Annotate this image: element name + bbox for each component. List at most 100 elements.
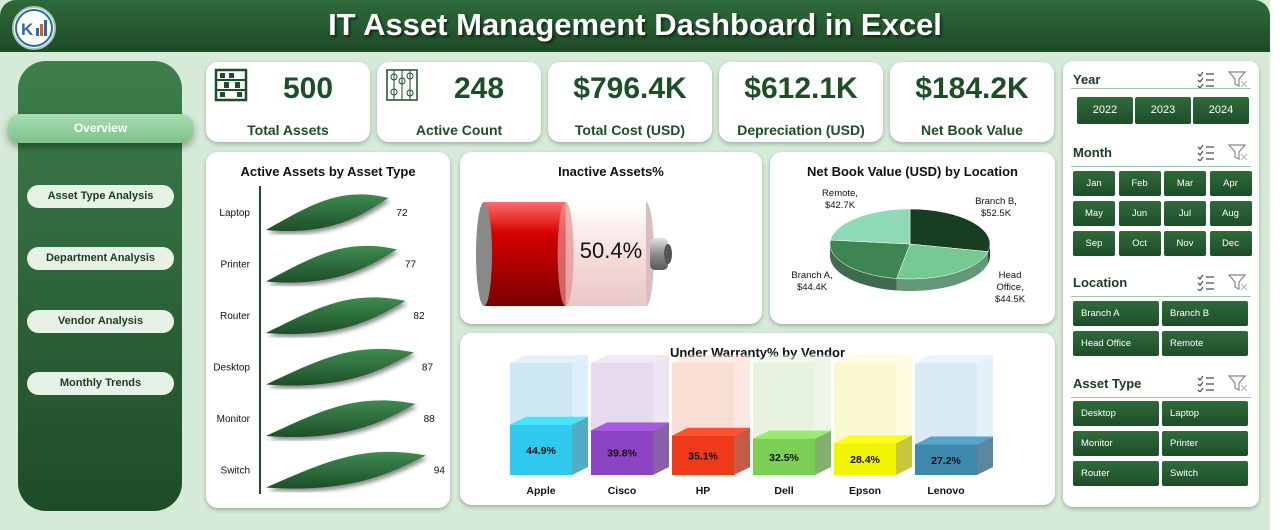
bar-desktop <box>266 348 414 386</box>
inactive-title: Inactive Assets% <box>558 164 664 179</box>
tick-label-cisco: Cisco <box>608 485 637 497</box>
battery-terminal <box>650 238 668 270</box>
active-by-type-title: Active Assets by Asset Type <box>240 164 416 179</box>
pie-slice-branch-b <box>909 208 991 252</box>
asset_type-option-printer[interactable]: Printer <box>1162 431 1248 456</box>
tick-label-hp: HP <box>696 485 711 497</box>
battery-terminal-tip <box>664 244 672 264</box>
asset_type-option-switch[interactable]: Switch <box>1162 461 1248 486</box>
svg-text:K: K <box>21 20 34 39</box>
glass-top-cisco <box>591 355 669 363</box>
bar-router <box>266 297 406 335</box>
bar-apple <box>510 424 572 475</box>
month-option-jun[interactable]: Jun <box>1118 201 1161 226</box>
nav-overview-button[interactable]: Overview <box>8 114 193 143</box>
kpi-total-assets-value: 500 <box>282 72 334 105</box>
nav-monthly-trends-button[interactable]: Monthly Trends <box>27 372 174 395</box>
asset_type-filter-title: Asset Type <box>1073 376 1142 391</box>
bar-top-apple <box>510 416 588 425</box>
glass-top-epson <box>834 355 912 363</box>
bar-cisco <box>591 430 653 475</box>
asset_type-option-router[interactable]: Router <box>1073 461 1159 486</box>
year-header-icons <box>1197 70 1253 89</box>
data-label-router: 82 <box>413 311 425 322</box>
tick-label-printer: Printer <box>221 260 251 271</box>
bar-side-epson <box>896 435 912 475</box>
asset_type-option-monitor[interactable]: Monitor <box>1073 431 1159 456</box>
month-option-feb[interactable]: Feb <box>1118 171 1161 196</box>
kpi-depreciation-value: $612.1K <box>744 72 858 105</box>
kpi-active-count-label: Active Count <box>415 122 503 138</box>
month-option-mar[interactable]: Mar <box>1164 171 1206 196</box>
month-option-jan[interactable]: Jan <box>1073 171 1115 196</box>
glass-top-hp <box>672 355 750 363</box>
bar-lenovo <box>915 444 977 475</box>
battery-fill-edge <box>557 202 574 306</box>
location-option-head-office[interactable]: Head Office <box>1073 331 1159 356</box>
tick-label-lenovo: Lenovo <box>927 485 964 497</box>
data-label-dell: 32.5% <box>769 452 799 464</box>
kpi-total-assets-card: 500 Total Assets <box>206 62 370 142</box>
clear-filter-icon[interactable] <box>1227 144 1248 161</box>
year-filter-title: Year <box>1073 72 1101 87</box>
glass-top-lenovo <box>915 355 993 363</box>
month-option-may[interactable]: May <box>1073 201 1115 226</box>
abacus-outline-icon <box>386 69 418 101</box>
glass-top-dell <box>753 355 831 363</box>
asset_type-filter-divider <box>1071 397 1251 398</box>
year-option-2023[interactable]: 2023 <box>1135 97 1191 124</box>
bar-top-dell <box>753 430 831 439</box>
clear-filter-icon[interactable] <box>1227 375 1248 392</box>
year-option-2022[interactable]: 2022 <box>1077 97 1133 124</box>
asset_type-header-icons <box>1197 374 1253 393</box>
inactive-battery-chart <box>476 202 672 306</box>
month-option-apr[interactable]: Apr <box>1209 171 1252 196</box>
nbv-location-panel: Net Book Value (USD) by Location Branch … <box>770 152 1055 324</box>
kpi-total-assets-label: Total Assets <box>247 122 329 138</box>
kpi-net-book-value-value: $184.2K <box>915 72 1029 105</box>
glass-top-apple <box>510 355 588 363</box>
multi-select-icon[interactable] <box>1197 71 1214 89</box>
multi-select-icon[interactable] <box>1197 144 1214 162</box>
nav-vendor-analysis-button[interactable]: Vendor Analysis <box>27 310 174 333</box>
data-label-desktop: 87 <box>422 363 434 374</box>
pie-label-branch-a: Branch A, $44.4K <box>791 270 832 293</box>
month-option-nov[interactable]: Nov <box>1164 231 1206 256</box>
month-option-jul[interactable]: Jul <box>1164 201 1206 226</box>
year-option-2024[interactable]: 2024 <box>1193 97 1249 124</box>
kpi-total-cost-card: $796.4K Total Cost (USD) <box>548 62 712 142</box>
nbv-location-title: Net Book Value (USD) by Location <box>807 164 1018 179</box>
tick-label-dell: Dell <box>774 485 793 497</box>
battery-base-cap <box>476 202 492 306</box>
data-label-laptop: 72 <box>396 208 408 219</box>
month-option-dec[interactable]: Dec <box>1209 231 1252 256</box>
month-option-sep[interactable]: Sep <box>1073 231 1115 256</box>
month-option-aug[interactable]: Aug <box>1209 201 1252 226</box>
kpi-net-book-value-label: Net Book Value <box>921 122 1023 138</box>
nav-asset-type-analysis-button[interactable]: Asset Type Analysis <box>27 185 174 208</box>
location-filter-title: Location <box>1073 275 1128 290</box>
nav-department-analysis-button[interactable]: Department Analysis <box>27 247 174 270</box>
pie-side-head-office <box>896 251 989 291</box>
asset_type-option-desktop[interactable]: Desktop <box>1073 401 1159 426</box>
bar-side-dell <box>815 430 831 475</box>
pie-label-head-office: Head Office, $44.5K <box>995 270 1026 305</box>
multi-select-icon[interactable] <box>1197 375 1214 393</box>
warranty-panel: Under Warranty% by Vendor 44.9% Apple 39.8… <box>460 333 1055 505</box>
inactive-panel: Inactive Assets% 50.4% <box>460 152 762 324</box>
clear-filter-icon[interactable] <box>1227 274 1248 291</box>
location-option-branch-a[interactable]: Branch A <box>1073 301 1159 326</box>
asset_type-option-laptop[interactable]: Laptop <box>1162 401 1248 426</box>
inactive-percent-label: 50.4% <box>579 238 643 263</box>
year-filter-divider <box>1071 88 1251 89</box>
location-option-branch-b[interactable]: Branch B <box>1162 301 1248 326</box>
bar-side-lenovo <box>977 436 993 475</box>
month-option-oct[interactable]: Oct <box>1118 231 1161 256</box>
location-option-remote[interactable]: Remote <box>1162 331 1248 356</box>
nbv-location-pie-chart: Branch B, $52.5K Head Office, $44.5K Branch A… <box>791 188 1026 305</box>
kpi-active-count-value: 248 <box>453 72 505 105</box>
pie-slice-branch-a <box>829 239 911 279</box>
tick-label-monitor: Monitor <box>217 414 251 425</box>
clear-filter-icon[interactable] <box>1227 71 1248 88</box>
multi-select-icon[interactable] <box>1197 274 1214 292</box>
